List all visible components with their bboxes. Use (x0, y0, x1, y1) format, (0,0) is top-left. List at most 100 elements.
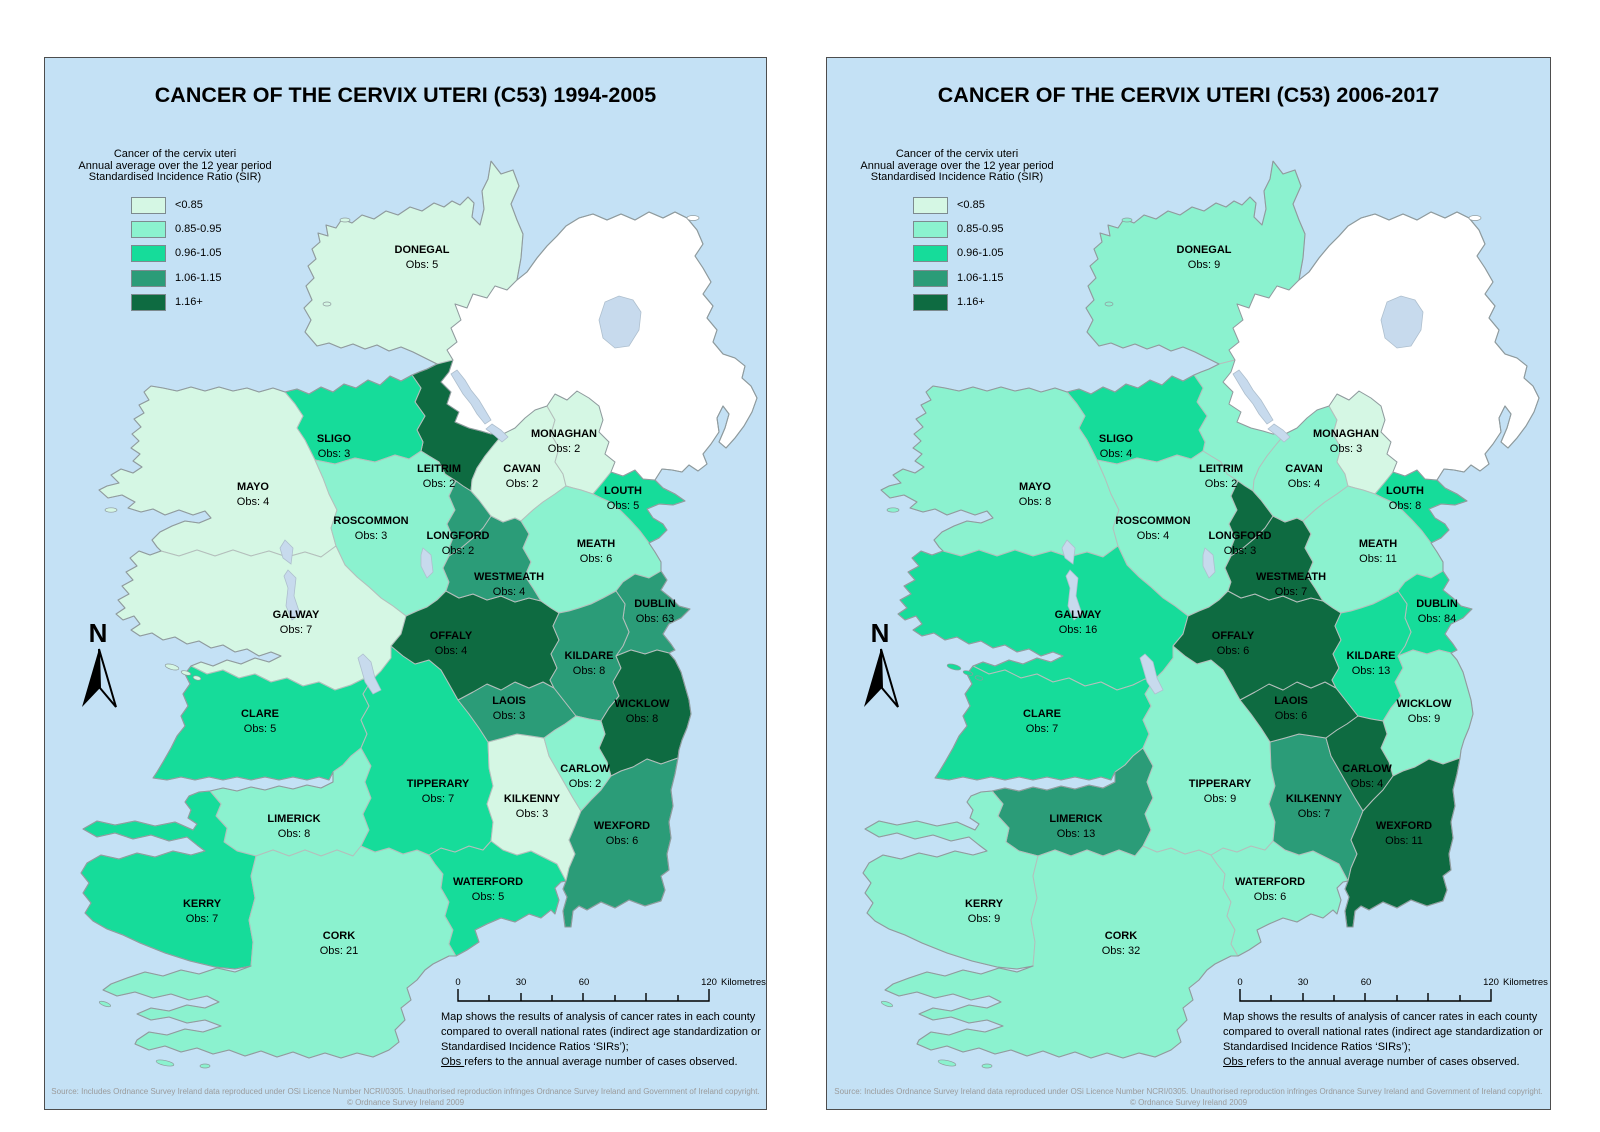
svg-text:Obs: 2: Obs: 2 (506, 478, 538, 490)
svg-text:Obs: 8: Obs: 8 (278, 828, 310, 840)
svg-text:Obs: 3: Obs: 3 (516, 808, 548, 820)
svg-text:Obs: 5: Obs: 5 (244, 723, 276, 735)
svg-text:Kilometres: Kilometres (1503, 977, 1548, 988)
svg-text:Obs: 3: Obs: 3 (318, 448, 350, 460)
svg-text:MEATH: MEATH (1359, 538, 1397, 550)
svg-text:LEITRIM: LEITRIM (417, 463, 461, 475)
svg-text:Obs: 13: Obs: 13 (1352, 665, 1391, 677)
svg-text:Obs: 5: Obs: 5 (406, 259, 438, 271)
svg-text:OFFALY: OFFALY (1212, 630, 1255, 642)
svg-text:Obs: 2: Obs: 2 (1205, 478, 1237, 490)
svg-text:Obs: 6: Obs: 6 (606, 835, 638, 847)
svg-text:LIMERICK: LIMERICK (1049, 813, 1102, 825)
svg-text:WESTMEATH: WESTMEATH (1256, 571, 1326, 583)
svg-text:Obs: 13: Obs: 13 (1057, 828, 1096, 840)
svg-text:WESTMEATH: WESTMEATH (474, 571, 544, 583)
svg-text:DONEGAL: DONEGAL (395, 244, 450, 256)
svg-text:WICKLOW: WICKLOW (1397, 698, 1453, 710)
svg-text:Obs: 2: Obs: 2 (442, 545, 474, 557)
svg-text:Obs: 4: Obs: 4 (1351, 778, 1383, 790)
svg-text:Obs: 6: Obs: 6 (1275, 710, 1307, 722)
svg-text:Obs: 7: Obs: 7 (1275, 586, 1307, 598)
svg-text:DUBLIN: DUBLIN (634, 598, 676, 610)
svg-text:CARLOW: CARLOW (560, 763, 610, 775)
svg-text:WICKLOW: WICKLOW (615, 698, 671, 710)
svg-text:Kilometres: Kilometres (721, 977, 766, 988)
svg-text:KILKENNY: KILKENNY (504, 793, 561, 805)
svg-text:SLIGO: SLIGO (317, 433, 352, 445)
svg-text:Obs: 7: Obs: 7 (1298, 808, 1330, 820)
svg-text:Obs: 6: Obs: 6 (1217, 645, 1249, 657)
svg-text:LEITRIM: LEITRIM (1199, 463, 1243, 475)
svg-text:Obs: 3: Obs: 3 (1224, 545, 1256, 557)
svg-text:WEXFORD: WEXFORD (1376, 820, 1432, 832)
svg-text:WATERFORD: WATERFORD (1235, 876, 1305, 888)
svg-text:WEXFORD: WEXFORD (594, 820, 650, 832)
svg-text:Obs: 2: Obs: 2 (569, 778, 601, 790)
svg-text:CLARE: CLARE (241, 708, 279, 720)
svg-text:CARLOW: CARLOW (1342, 763, 1392, 775)
svg-text:KILDARE: KILDARE (1347, 650, 1396, 662)
svg-text:Obs: 5: Obs: 5 (472, 891, 504, 903)
svg-text:N: N (871, 618, 890, 648)
svg-text:Obs: 9: Obs: 9 (1204, 793, 1236, 805)
svg-text:LOUTH: LOUTH (1386, 485, 1424, 497)
svg-text:Obs: 4: Obs: 4 (435, 645, 467, 657)
svg-text:Obs: 6: Obs: 6 (1254, 891, 1286, 903)
svg-text:Obs: 3: Obs: 3 (493, 710, 525, 722)
svg-text:LIMERICK: LIMERICK (267, 813, 320, 825)
svg-text:WATERFORD: WATERFORD (453, 876, 523, 888)
svg-text:KILKENNY: KILKENNY (1286, 793, 1343, 805)
svg-text:30: 30 (516, 977, 527, 988)
svg-text:Obs: 6: Obs: 6 (580, 553, 612, 565)
svg-text:Obs: 11: Obs: 11 (1385, 835, 1423, 847)
svg-text:MONAGHAN: MONAGHAN (1313, 428, 1379, 440)
svg-text:OFFALY: OFFALY (430, 630, 473, 642)
svg-text:DONEGAL: DONEGAL (1177, 244, 1232, 256)
svg-text:Obs: 7: Obs: 7 (280, 624, 312, 636)
svg-text:KILDARE: KILDARE (565, 650, 614, 662)
svg-text:Obs: 5: Obs: 5 (607, 500, 639, 512)
svg-text:Obs: 9: Obs: 9 (1188, 259, 1220, 271)
svg-text:LONGFORD: LONGFORD (1209, 530, 1272, 542)
svg-text:SLIGO: SLIGO (1099, 433, 1134, 445)
svg-text:LAOIS: LAOIS (1274, 695, 1308, 707)
svg-text:Obs: 4: Obs: 4 (1288, 478, 1320, 490)
svg-text:GALWAY: GALWAY (1055, 609, 1102, 621)
svg-text:Obs: 2: Obs: 2 (423, 478, 455, 490)
svg-text:Obs: 7: Obs: 7 (422, 793, 454, 805)
svg-text:Obs: 9: Obs: 9 (968, 913, 1000, 925)
svg-text:120: 120 (701, 977, 717, 988)
svg-text:KERRY: KERRY (183, 898, 222, 910)
svg-text:60: 60 (579, 977, 590, 988)
svg-text:Obs: 3: Obs: 3 (1330, 443, 1362, 455)
svg-text:0: 0 (1237, 977, 1242, 988)
svg-text:30: 30 (1298, 977, 1309, 988)
svg-text:Obs: 8: Obs: 8 (1019, 496, 1051, 508)
svg-text:CORK: CORK (1105, 930, 1137, 942)
svg-text:N: N (89, 618, 108, 648)
svg-text:LAOIS: LAOIS (492, 695, 526, 707)
svg-text:CAVAN: CAVAN (1285, 463, 1323, 475)
svg-text:MAYO: MAYO (237, 481, 269, 493)
svg-text:120: 120 (1483, 977, 1499, 988)
svg-text:ROSCOMMON: ROSCOMMON (333, 515, 408, 527)
svg-text:Obs: 7: Obs: 7 (186, 913, 218, 925)
svg-text:Obs: 16: Obs: 16 (1059, 624, 1098, 636)
svg-text:CORK: CORK (323, 930, 355, 942)
svg-text:KERRY: KERRY (965, 898, 1004, 910)
svg-text:Obs: 8: Obs: 8 (626, 713, 658, 725)
svg-text:MONAGHAN: MONAGHAN (531, 428, 597, 440)
svg-text:GALWAY: GALWAY (273, 609, 320, 621)
svg-text:DUBLIN: DUBLIN (1416, 598, 1458, 610)
svg-text:TIPPERARY: TIPPERARY (1189, 778, 1252, 790)
svg-text:Obs: 4: Obs: 4 (1137, 530, 1169, 542)
svg-text:Obs: 8: Obs: 8 (1389, 500, 1421, 512)
svg-text:Obs: 2: Obs: 2 (548, 443, 580, 455)
svg-text:Obs: 3: Obs: 3 (355, 530, 387, 542)
svg-text:Obs: 21: Obs: 21 (320, 945, 359, 957)
svg-text:LONGFORD: LONGFORD (427, 530, 490, 542)
svg-text:60: 60 (1361, 977, 1372, 988)
svg-text:Obs: 4: Obs: 4 (1100, 448, 1132, 460)
svg-text:0: 0 (455, 977, 460, 988)
